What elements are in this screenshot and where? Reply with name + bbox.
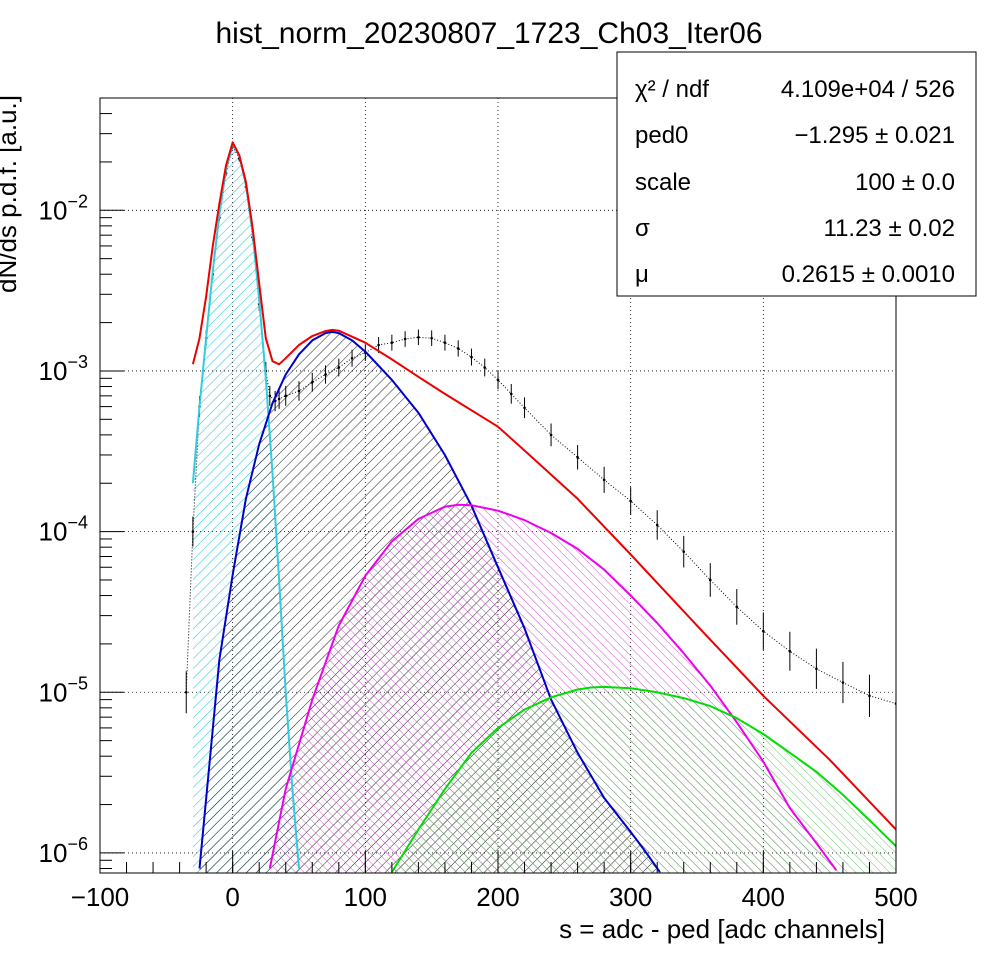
x-tick-label: −100 xyxy=(71,882,130,912)
x-axis: −100 0 100 200 300 400 500 xyxy=(71,851,918,912)
y-tick-label: 10−5 xyxy=(39,673,88,707)
stats-box: χ² / ndf 4.109e+04 / 526 ped0 −1.295 ± 0.02… xyxy=(616,51,977,297)
data-point xyxy=(509,392,513,396)
data-point xyxy=(549,433,553,437)
stats-label: scale xyxy=(635,169,691,196)
chart-title: hist_norm_20230807_1723_Ch03_Iter06 xyxy=(215,17,762,50)
stats-value: −1.295 ± 0.021 xyxy=(794,122,955,149)
stats-label: χ² / ndf xyxy=(635,76,709,103)
data-point xyxy=(310,380,314,384)
stats-label: μ xyxy=(635,261,649,288)
x-tick-label: 0 xyxy=(225,882,239,912)
y-axis: 10−6 10−5 10−4 10−3 10−2 xyxy=(39,113,124,869)
x-tick-label: 400 xyxy=(742,882,785,912)
x-tick-label: 500 xyxy=(874,882,917,912)
x-tick-label: 100 xyxy=(344,882,387,912)
stats-value: 11.23 ± 0.02 xyxy=(824,215,956,242)
y-tick-label: 10−3 xyxy=(39,352,88,386)
data-point xyxy=(417,335,420,339)
series-line xyxy=(191,141,896,831)
data-point xyxy=(682,550,686,553)
series-line xyxy=(198,330,661,873)
data-point xyxy=(523,406,526,410)
y-axis-label: dN/ds p.d.f. [a.u.] xyxy=(0,95,22,293)
x-tick-label: 200 xyxy=(476,882,519,912)
data-point xyxy=(284,394,288,398)
series-line xyxy=(391,685,896,873)
y-tick-label: 10−2 xyxy=(39,191,88,225)
data-point xyxy=(191,530,195,533)
x-axis-label: s = adc - ped [adc channels] xyxy=(559,914,885,944)
data-point xyxy=(655,523,659,527)
x-tick-label: 300 xyxy=(609,882,652,912)
fills-group xyxy=(192,143,896,873)
stats-value: 100 ± 0.0 xyxy=(855,169,955,196)
stats-label: σ xyxy=(635,215,650,242)
stats-label: ped0 xyxy=(635,122,688,149)
data-point xyxy=(390,341,394,344)
stats-value: 0.2615 ± 0.0010 xyxy=(782,261,955,288)
series-line xyxy=(268,503,838,871)
series-fill xyxy=(391,686,896,873)
stats-value: 4.109e+04 / 526 xyxy=(781,76,955,103)
curves-group xyxy=(191,141,896,873)
y-tick-label: 10−4 xyxy=(39,513,88,547)
y-tick-label: 10−6 xyxy=(39,834,88,868)
